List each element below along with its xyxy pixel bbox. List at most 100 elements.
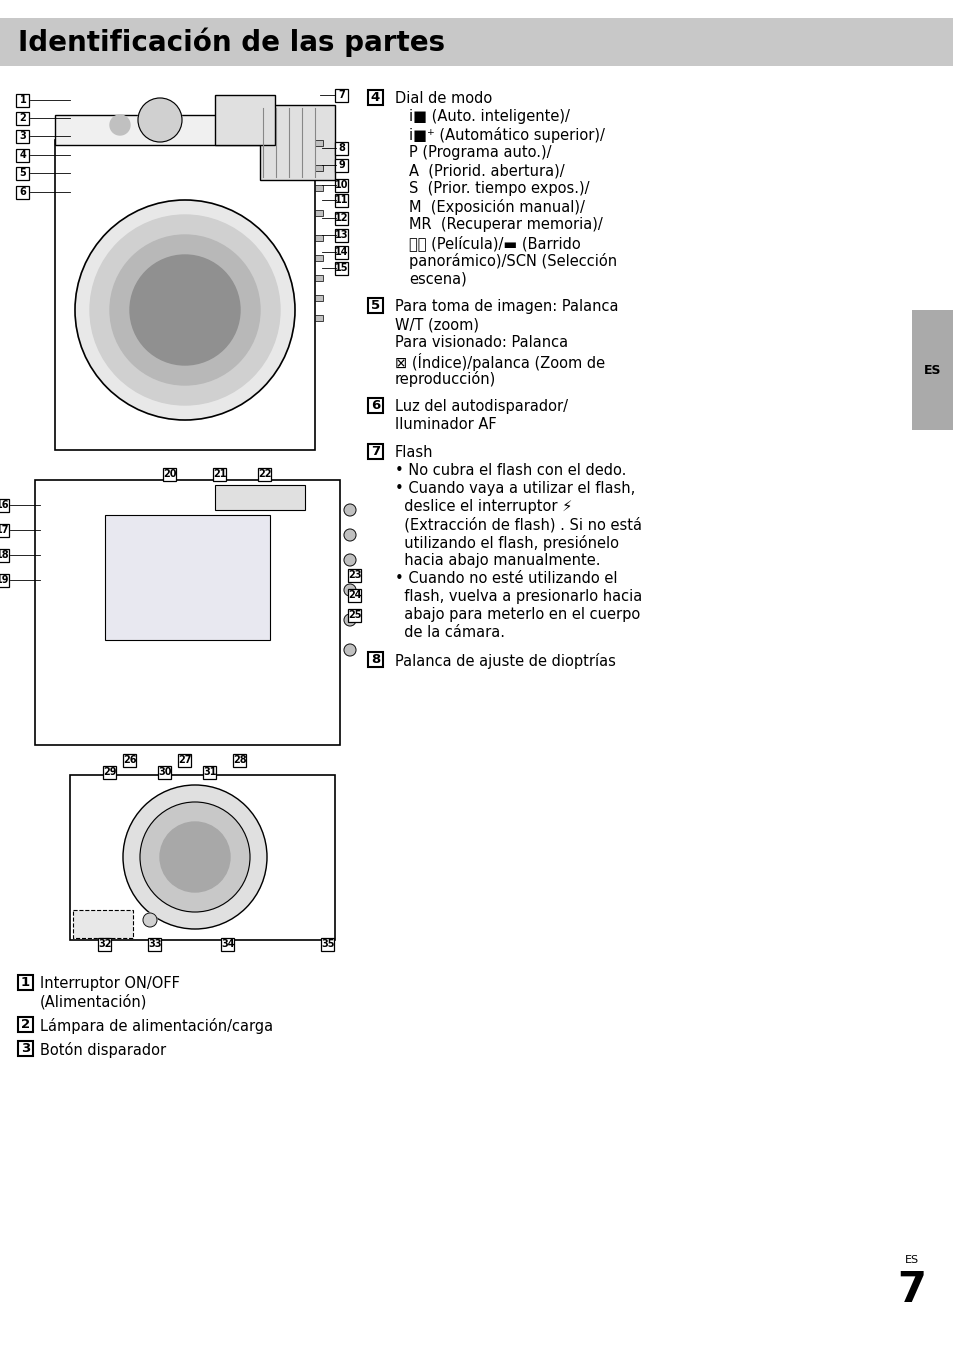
Bar <box>214 486 305 510</box>
Text: Para toma de imagen: Palanca: Para toma de imagen: Palanca <box>395 299 618 313</box>
Text: 1: 1 <box>21 976 30 989</box>
Bar <box>314 256 323 261</box>
Bar <box>98 937 112 951</box>
Bar <box>368 90 382 105</box>
Text: 28: 28 <box>233 755 247 765</box>
Text: 16: 16 <box>0 500 10 510</box>
Text: 35: 35 <box>321 939 335 950</box>
Bar <box>314 315 323 321</box>
Bar <box>103 765 116 779</box>
Circle shape <box>140 802 250 912</box>
Text: utilizando el flash, presiónelo: utilizando el flash, presiónelo <box>395 535 618 551</box>
Text: 23: 23 <box>348 570 361 580</box>
Text: A  (Priorid. abertura)/: A (Priorid. abertura)/ <box>409 163 564 178</box>
Text: 32: 32 <box>98 939 112 950</box>
Bar <box>368 398 382 413</box>
Text: 27: 27 <box>178 755 192 765</box>
Text: 7: 7 <box>897 1268 925 1311</box>
Text: 15: 15 <box>335 264 349 273</box>
Text: 29: 29 <box>103 767 116 777</box>
Text: 4: 4 <box>371 91 379 104</box>
Text: Identificación de las partes: Identificación de las partes <box>18 27 445 56</box>
Bar <box>335 246 348 258</box>
Bar <box>314 186 323 191</box>
Text: Dial de modo: Dial de modo <box>395 91 492 106</box>
Text: 24: 24 <box>348 590 361 600</box>
Text: abajo para meterlo en el cuerpo: abajo para meterlo en el cuerpo <box>395 607 639 621</box>
Text: 26: 26 <box>123 755 136 765</box>
Bar <box>0 523 10 537</box>
Text: de la cámara.: de la cámara. <box>395 625 504 640</box>
Bar <box>335 159 348 172</box>
Bar <box>314 235 323 241</box>
Bar <box>214 95 274 145</box>
Text: P (Programa auto.)/: P (Programa auto.)/ <box>409 145 551 160</box>
Text: W/T (zoom): W/T (zoom) <box>395 317 478 332</box>
Text: Interruptor ON/OFF: Interruptor ON/OFF <box>40 976 180 991</box>
Text: Luz del autodisparador/: Luz del autodisparador/ <box>395 399 567 414</box>
Bar <box>16 148 30 161</box>
Text: (Alimentación): (Alimentación) <box>40 994 147 1010</box>
Circle shape <box>344 584 355 596</box>
Bar <box>260 105 335 180</box>
Text: MR  (Recuperar memoria)/: MR (Recuperar memoria)/ <box>409 217 602 231</box>
Text: 11: 11 <box>335 195 349 204</box>
Bar <box>335 261 348 274</box>
Bar <box>203 765 216 779</box>
Bar <box>314 274 323 281</box>
Bar <box>213 468 226 480</box>
Bar <box>314 140 323 147</box>
Text: 8: 8 <box>371 654 379 666</box>
Circle shape <box>110 235 260 385</box>
Bar <box>348 569 361 581</box>
Circle shape <box>344 644 355 656</box>
Text: • Cuando vaya a utilizar el flash,: • Cuando vaya a utilizar el flash, <box>395 482 635 496</box>
Text: 31: 31 <box>203 767 216 777</box>
Bar <box>233 753 246 767</box>
Bar <box>0 17 953 66</box>
Text: (Extracción de flash) . Si no está: (Extracción de flash) . Si no está <box>395 516 641 533</box>
Text: reproducción): reproducción) <box>395 371 496 387</box>
Text: 4: 4 <box>20 151 27 160</box>
Bar <box>911 309 953 430</box>
Text: escena): escena) <box>409 270 466 286</box>
Circle shape <box>344 504 355 516</box>
Text: i■ (Auto. inteligente)/: i■ (Auto. inteligente)/ <box>409 109 569 124</box>
Text: 9: 9 <box>338 160 345 169</box>
Bar <box>335 141 348 155</box>
Text: hacia abajo manualmente.: hacia abajo manualmente. <box>395 553 599 568</box>
Text: deslice el interruptor ⚡: deslice el interruptor ⚡ <box>395 499 572 514</box>
Bar <box>16 129 30 143</box>
Text: 12: 12 <box>335 213 349 223</box>
Text: 30: 30 <box>158 767 172 777</box>
Text: 34: 34 <box>221 939 234 950</box>
Text: • No cubra el flash con el dedo.: • No cubra el flash con el dedo. <box>395 463 626 477</box>
Bar <box>18 1017 33 1032</box>
Bar <box>16 167 30 179</box>
Text: • Cuando no esté utilizando el: • Cuando no esté utilizando el <box>395 572 617 586</box>
Circle shape <box>130 256 240 364</box>
Bar <box>178 753 192 767</box>
Text: 5: 5 <box>20 168 27 178</box>
Bar <box>149 937 161 951</box>
Circle shape <box>90 215 280 405</box>
Bar <box>335 211 348 225</box>
Text: 2: 2 <box>20 113 27 122</box>
Bar <box>35 480 339 745</box>
Bar <box>258 468 272 480</box>
Circle shape <box>344 529 355 541</box>
Circle shape <box>123 785 267 929</box>
Text: 6: 6 <box>20 187 27 196</box>
Text: 17: 17 <box>0 525 10 535</box>
Bar <box>55 116 260 145</box>
Text: ⎗⎗ (Película)/▬ (Barrido: ⎗⎗ (Película)/▬ (Barrido <box>409 235 580 252</box>
Text: panorámico)/SCN (Selección: panorámico)/SCN (Selección <box>409 253 617 269</box>
Bar <box>368 299 382 313</box>
Text: 7: 7 <box>371 445 379 459</box>
Text: 13: 13 <box>335 230 349 239</box>
Text: 18: 18 <box>0 550 10 560</box>
Text: 2: 2 <box>21 1018 30 1032</box>
Text: Lámpara de alimentación/carga: Lámpara de alimentación/carga <box>40 1018 273 1034</box>
Text: Para visionado: Palanca: Para visionado: Palanca <box>395 335 568 350</box>
Text: 25: 25 <box>348 611 361 620</box>
